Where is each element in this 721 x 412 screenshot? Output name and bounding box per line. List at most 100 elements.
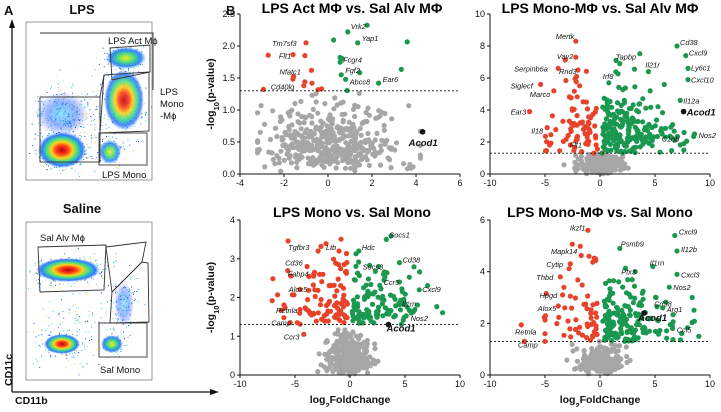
flow-event <box>113 266 115 268</box>
point-not-significant <box>272 161 278 167</box>
y-tick-label: 6 <box>480 215 485 225</box>
gene-label-tm7sf3: Tm7sf3 <box>272 39 298 48</box>
point-downregulated <box>577 83 583 89</box>
flow-event <box>46 164 48 166</box>
point-downregulated <box>561 284 567 290</box>
point-upregulated <box>679 330 685 337</box>
point-not-significant <box>331 106 337 112</box>
point-not-significant <box>282 142 288 148</box>
flow-event <box>35 342 37 344</box>
gene-label-il21r: Il21r <box>645 61 660 70</box>
flow-event <box>49 284 51 286</box>
point-upregulated <box>364 22 370 28</box>
point-not-significant <box>596 157 602 164</box>
gene-point-il18 <box>544 125 550 131</box>
point-downregulated <box>281 315 287 321</box>
flow-event <box>40 139 42 141</box>
point-not-significant <box>255 139 261 145</box>
flow-event <box>85 95 87 97</box>
point-downregulated <box>593 142 599 148</box>
flow-event <box>128 325 130 327</box>
flow-event <box>101 308 103 310</box>
point-not-significant <box>617 156 623 162</box>
flow-event <box>130 323 132 325</box>
flow-event <box>89 314 91 316</box>
point-downregulated <box>560 118 566 124</box>
flow-event <box>59 323 61 325</box>
point-not-significant <box>417 155 423 161</box>
flow-event <box>37 282 39 284</box>
flow-event <box>37 100 39 102</box>
flow-event <box>98 364 100 365</box>
flow-event <box>46 169 48 170</box>
flow-event <box>35 153 37 155</box>
point-not-significant <box>366 162 372 168</box>
point-upregulated <box>654 317 661 323</box>
gene-label-cxcl10: Cxcl10 <box>691 76 714 85</box>
point-upregulated <box>657 149 663 155</box>
point-downregulated <box>568 334 574 340</box>
point-not-significant <box>305 155 311 161</box>
point-downregulated <box>572 295 579 301</box>
point-not-significant <box>278 168 284 174</box>
flow-event <box>69 353 71 355</box>
point-upregulated <box>368 281 374 288</box>
flow-event <box>74 363 76 365</box>
flow-event <box>103 138 105 140</box>
gene-label-fabp4: Fabp4 <box>288 269 309 278</box>
point-not-significant <box>327 161 333 167</box>
gene-point-nos2 <box>692 131 698 137</box>
flow-event <box>102 93 104 95</box>
point-not-significant <box>352 154 358 160</box>
point-not-significant <box>295 119 301 125</box>
flow-event <box>88 331 90 333</box>
point-downregulated <box>569 241 575 247</box>
point-downregulated <box>557 148 563 154</box>
point-downregulated <box>555 303 561 309</box>
gene-label-hpgd: Hpgd <box>540 291 559 300</box>
flow-event <box>88 157 90 159</box>
flow-event <box>77 307 79 308</box>
point-not-significant <box>313 124 319 130</box>
flow-event <box>83 256 85 258</box>
flow-event <box>80 163 82 165</box>
point-upregulated <box>632 84 638 90</box>
flow-event <box>48 165 50 167</box>
flow-event <box>75 310 77 312</box>
flow-event <box>79 135 81 136</box>
labeled-genes: Ikzf1 Cxcl9 Il12b Psmb9 Mapk14 Cytip Ptx3 Il1rn… <box>515 223 700 349</box>
flow-event <box>57 87 59 89</box>
point-upregulated <box>356 309 362 315</box>
flow-event <box>65 168 67 170</box>
point-not-significant <box>352 113 358 120</box>
point-downregulated <box>574 73 580 80</box>
flow-x-arrow-icon <box>210 389 219 395</box>
flow-event <box>35 279 37 281</box>
flow-event <box>115 286 117 288</box>
point-not-significant <box>300 138 306 145</box>
gene-point-abcc8 <box>343 76 349 82</box>
flow-event <box>135 319 137 321</box>
flow-event <box>131 286 132 288</box>
flow-event <box>31 145 33 147</box>
gene-label-ptx3: Ptx3 <box>621 268 637 277</box>
point-downregulated <box>543 148 550 154</box>
point-upregulated <box>628 105 634 112</box>
flow-event <box>149 59 150 61</box>
point-downregulated <box>338 266 344 272</box>
flow-event <box>58 169 60 171</box>
gene-point-mertk <box>573 38 579 44</box>
point-upregulated <box>624 110 630 116</box>
point-upregulated <box>653 117 660 123</box>
flow-event <box>79 316 81 317</box>
flow-event <box>71 356 73 358</box>
gene-label-camp: Camp <box>518 340 538 349</box>
gene-point-cytip <box>567 261 573 267</box>
flow-event <box>41 262 43 264</box>
flow-event <box>41 280 43 282</box>
flow-event <box>68 257 70 258</box>
point-downregulated <box>565 318 571 324</box>
point-upregulated <box>648 315 654 321</box>
point-downregulated <box>543 291 549 297</box>
flow-event <box>92 278 94 280</box>
